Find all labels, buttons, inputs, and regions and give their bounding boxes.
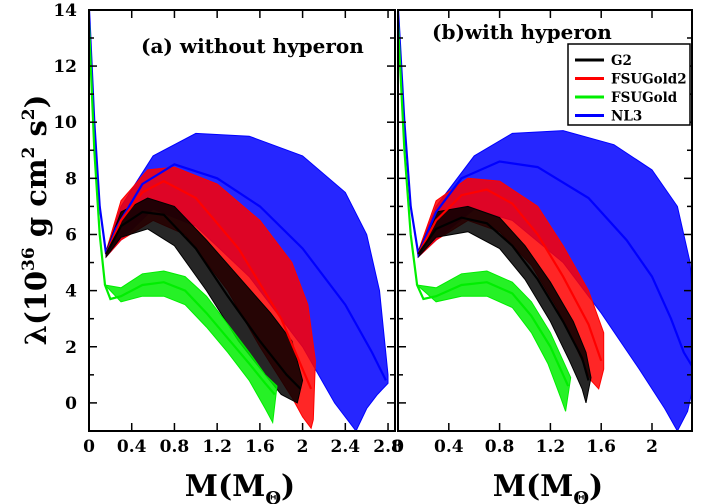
x-tick-label-b: 1.6 (586, 437, 616, 457)
x-axis-label-a: M(MΘ) (185, 469, 296, 504)
line-nl3-a (89, 10, 387, 381)
panel-b-title: (b)with hyperon (432, 20, 612, 44)
band-fsugold-b (415, 270, 572, 412)
legend-label-fsugold2: FSUGold2 (611, 72, 687, 88)
y-tick-label: 10 (53, 113, 77, 133)
x-tick-label-a: 2.8 (373, 437, 403, 457)
x-tick-label-b: 0.4 (434, 437, 464, 457)
legend-label-fsugold: FSUGold (611, 90, 678, 106)
y-tick-label: 6 (65, 225, 77, 245)
line-fsugold2-b (417, 188, 603, 362)
x-tick-label-a: 2 (297, 437, 309, 457)
x-tick-label-a: 1.6 (245, 437, 275, 457)
x-tick-label-b: 0.8 (485, 437, 515, 457)
x-tick-label-a: 2.4 (331, 437, 361, 457)
line-fsugold2-a (105, 179, 313, 390)
x-tick-label-b: 1.2 (536, 437, 566, 457)
line-nl3-b (398, 10, 692, 369)
x-tick-label-a: 0.8 (160, 437, 190, 457)
panel-b-frame (397, 9, 693, 432)
x-tick-label-a: 1.2 (202, 437, 232, 457)
legend-label-g2: G2 (611, 53, 632, 69)
line-g2-b (417, 216, 590, 381)
band-g2-b (417, 205, 592, 404)
x-axis-label-b: M(MΘ) (493, 469, 604, 504)
panel-a-frame (88, 9, 396, 432)
y-tick-label: 0 (65, 394, 77, 414)
line-g2-a (105, 210, 302, 390)
y-tick-label: 12 (53, 57, 77, 77)
x-tick-label-a: 0.4 (117, 437, 147, 457)
line-fsugold-b (398, 23, 570, 387)
x-tick-label-a: 0 (83, 437, 95, 457)
panel-a-title: (a) without hyperon (141, 34, 364, 58)
legend-box (567, 43, 691, 126)
y-tick-label: 14 (53, 1, 77, 21)
line-fsugold-a (89, 23, 276, 396)
y-axis-label: λ(1036 g cm2 s2) (19, 95, 53, 346)
legend-label-nl3: NL3 (611, 109, 642, 125)
legend: G2 FSUGold2 FSUGold NL3 (567, 43, 691, 126)
x-tick-label-b: 2 (646, 437, 658, 457)
band-g2-a (105, 197, 304, 404)
x-tick-label-b: 0 (392, 437, 404, 457)
panel-b: 0 0.4 0.8 1.2 1.6 2 (b)with hyperon G2 FSUGold… (392, 9, 693, 457)
y-tick-label: 2 (65, 338, 77, 358)
y-tick-label: 4 (65, 282, 77, 302)
y-tick-label: 8 (65, 169, 77, 189)
band-fsugold-a (103, 270, 278, 425)
